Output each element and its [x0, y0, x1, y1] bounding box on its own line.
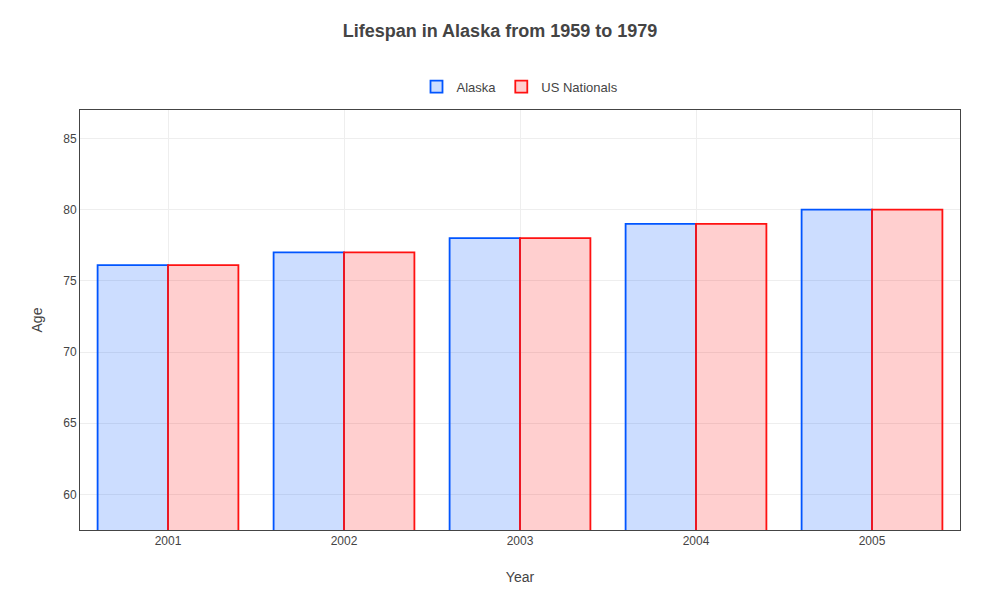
svg-text:2002: 2002 — [331, 534, 358, 548]
svg-text:Lifespan in Alaska from 1959 t: Lifespan in Alaska from 1959 to 1979 — [343, 21, 657, 41]
svg-text:2005: 2005 — [859, 534, 886, 548]
svg-text:80: 80 — [63, 203, 77, 217]
svg-text:2004: 2004 — [683, 534, 710, 548]
svg-text:65: 65 — [63, 416, 77, 430]
svg-text:US Nationals: US Nationals — [541, 80, 617, 95]
svg-text:Year: Year — [506, 569, 535, 585]
svg-text:60: 60 — [63, 488, 77, 502]
svg-text:Alaska: Alaska — [457, 80, 497, 95]
svg-text:75: 75 — [63, 274, 77, 288]
svg-text:Age: Age — [29, 307, 45, 332]
svg-text:70: 70 — [63, 345, 77, 359]
svg-text:2003: 2003 — [507, 534, 534, 548]
svg-text:85: 85 — [63, 132, 77, 146]
svg-text:2001: 2001 — [155, 534, 182, 548]
